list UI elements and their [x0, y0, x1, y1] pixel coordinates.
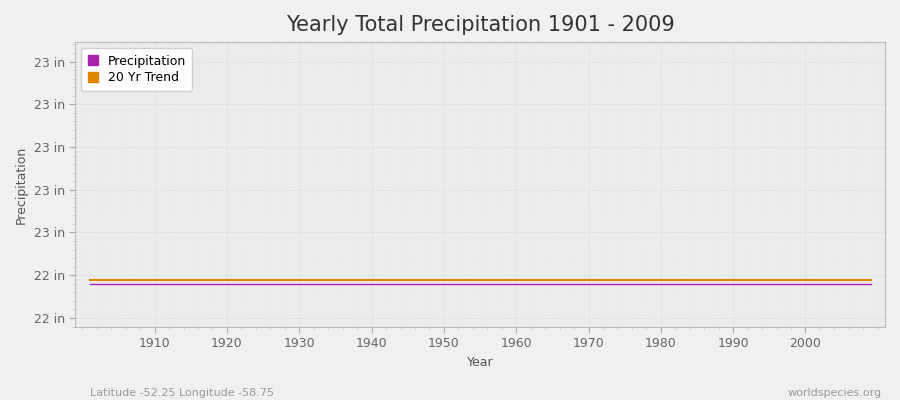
Text: Latitude -52.25 Longitude -58.75: Latitude -52.25 Longitude -58.75 [90, 388, 274, 398]
Precipitation [598, 282, 608, 287]
20 Yr Trend [85, 278, 95, 283]
20 Yr Trend [511, 278, 522, 283]
20 Yr Trend [865, 278, 876, 283]
Text: worldspecies.org: worldspecies.org [788, 388, 882, 398]
Precipitation [345, 282, 356, 287]
Y-axis label: Precipitation: Precipitation [15, 146, 28, 224]
Precipitation [85, 282, 95, 287]
Precipitation [504, 282, 515, 287]
20 Yr Trend [142, 278, 153, 283]
Precipitation [302, 282, 312, 287]
Title: Yearly Total Precipitation 1901 - 2009: Yearly Total Precipitation 1901 - 2009 [285, 15, 674, 35]
X-axis label: Year: Year [467, 356, 493, 369]
Legend: Precipitation, 20 Yr Trend: Precipitation, 20 Yr Trend [81, 48, 192, 91]
20 Yr Trend [345, 278, 356, 283]
Precipitation [511, 282, 522, 287]
20 Yr Trend [302, 278, 312, 283]
20 Yr Trend [598, 278, 608, 283]
20 Yr Trend [504, 278, 515, 283]
Precipitation [865, 282, 876, 287]
Precipitation [142, 282, 153, 287]
